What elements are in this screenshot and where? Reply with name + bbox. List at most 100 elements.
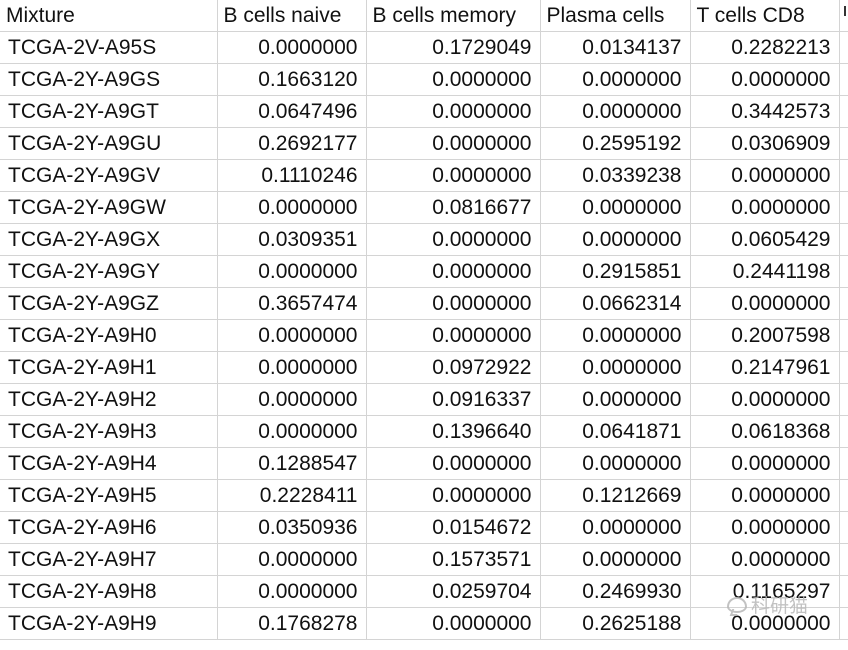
value-cell[interactable]: 0.0000000 xyxy=(366,63,541,96)
value-cell[interactable]: 0.2441198 xyxy=(690,255,840,288)
value-cell[interactable]: 0.0000000 xyxy=(690,447,840,480)
value-cell[interactable]: 0.0000000 xyxy=(540,223,691,256)
value-cell[interactable]: 0.0618368 xyxy=(690,415,840,448)
sample-id-cell[interactable]: TCGA-2Y-A9H9 xyxy=(0,607,218,640)
overflow-cell[interactable] xyxy=(839,351,848,384)
overflow-cell[interactable] xyxy=(839,63,848,96)
value-cell[interactable]: 0.0134137 xyxy=(540,31,691,64)
overflow-cell[interactable] xyxy=(839,447,848,480)
value-cell[interactable]: 0.0000000 xyxy=(366,319,541,352)
value-cell[interactable]: 0.0000000 xyxy=(690,63,840,96)
value-cell[interactable]: 0.0000000 xyxy=(690,543,840,576)
value-cell[interactable]: 0.0154672 xyxy=(366,511,541,544)
value-cell[interactable]: 0.0000000 xyxy=(366,223,541,256)
value-cell[interactable]: 0.0000000 xyxy=(366,255,541,288)
value-cell[interactable]: 0.0000000 xyxy=(540,319,691,352)
header-cell-mixture[interactable]: Mixture xyxy=(0,0,218,32)
overflow-cell[interactable] xyxy=(839,287,848,320)
sample-id-cell[interactable]: TCGA-2Y-A9GX xyxy=(0,223,218,256)
value-cell[interactable]: 0.0000000 xyxy=(217,543,367,576)
sample-id-cell[interactable]: TCGA-2Y-A9H6 xyxy=(0,511,218,544)
sample-id-cell[interactable]: TCGA-2Y-A9H5 xyxy=(0,479,218,512)
sample-id-cell[interactable]: TCGA-2Y-A9H2 xyxy=(0,383,218,416)
header-cell-overflow[interactable] xyxy=(839,0,848,32)
value-cell[interactable]: 0.2007598 xyxy=(690,319,840,352)
header-cell-plasma-cells[interactable]: Plasma cells xyxy=(540,0,691,32)
sample-id-cell[interactable]: TCGA-2Y-A9GY xyxy=(0,255,218,288)
value-cell[interactable]: 0.1396640 xyxy=(366,415,541,448)
value-cell[interactable]: 0.0000000 xyxy=(217,319,367,352)
value-cell[interactable]: 0.0000000 xyxy=(366,479,541,512)
overflow-cell[interactable] xyxy=(839,191,848,224)
value-cell[interactable]: 0.0000000 xyxy=(366,607,541,640)
value-cell[interactable]: 0.1212669 xyxy=(540,479,691,512)
value-cell[interactable]: 0.0000000 xyxy=(217,191,367,224)
value-cell[interactable]: 0.0000000 xyxy=(217,351,367,384)
overflow-cell[interactable] xyxy=(839,255,848,288)
overflow-cell[interactable] xyxy=(839,543,848,576)
value-cell[interactable]: 0.1110246 xyxy=(217,159,367,192)
value-cell[interactable]: 0.0662314 xyxy=(540,287,691,320)
header-cell-t-cells-cd8[interactable]: T cells CD8 xyxy=(690,0,840,32)
sample-id-cell[interactable]: TCGA-2Y-A9GW xyxy=(0,191,218,224)
sample-id-cell[interactable]: TCGA-2Y-A9GZ xyxy=(0,287,218,320)
value-cell[interactable]: 0.0000000 xyxy=(540,63,691,96)
value-cell[interactable]: 0.3657474 xyxy=(217,287,367,320)
value-cell[interactable]: 0.2595192 xyxy=(540,127,691,160)
value-cell[interactable]: 0.0000000 xyxy=(217,255,367,288)
value-cell[interactable]: 0.0000000 xyxy=(690,607,840,640)
value-cell[interactable]: 0.0350936 xyxy=(217,511,367,544)
sample-id-cell[interactable]: TCGA-2Y-A9H7 xyxy=(0,543,218,576)
value-cell[interactable]: 0.2469930 xyxy=(540,575,691,608)
value-cell[interactable]: 0.0000000 xyxy=(540,191,691,224)
value-cell[interactable]: 0.0309351 xyxy=(217,223,367,256)
value-cell[interactable]: 0.1165297 xyxy=(690,575,840,608)
value-cell[interactable]: 0.2625188 xyxy=(540,607,691,640)
overflow-cell[interactable] xyxy=(839,415,848,448)
value-cell[interactable]: 0.0000000 xyxy=(690,479,840,512)
value-cell[interactable]: 0.0000000 xyxy=(690,383,840,416)
value-cell[interactable]: 0.3442573 xyxy=(690,95,840,128)
value-cell[interactable]: 0.0306909 xyxy=(690,127,840,160)
value-cell[interactable]: 0.1573571 xyxy=(366,543,541,576)
value-cell[interactable]: 0.0000000 xyxy=(540,383,691,416)
value-cell[interactable]: 0.0000000 xyxy=(217,31,367,64)
value-cell[interactable]: 0.0000000 xyxy=(366,127,541,160)
sample-id-cell[interactable]: TCGA-2Y-A9H8 xyxy=(0,575,218,608)
value-cell[interactable]: 0.1663120 xyxy=(217,63,367,96)
value-cell[interactable]: 0.2915851 xyxy=(540,255,691,288)
value-cell[interactable]: 0.0916337 xyxy=(366,383,541,416)
sample-id-cell[interactable]: TCGA-2Y-A9GU xyxy=(0,127,218,160)
value-cell[interactable]: 0.0259704 xyxy=(366,575,541,608)
value-cell[interactable]: 0.2282213 xyxy=(690,31,840,64)
header-cell-b-cells-naive[interactable]: B cells naive xyxy=(217,0,367,32)
overflow-cell[interactable] xyxy=(839,223,848,256)
value-cell[interactable]: 0.2692177 xyxy=(217,127,367,160)
value-cell[interactable]: 0.0647496 xyxy=(217,95,367,128)
overflow-cell[interactable] xyxy=(839,127,848,160)
sample-id-cell[interactable]: TCGA-2Y-A9H1 xyxy=(0,351,218,384)
value-cell[interactable]: 0.2147961 xyxy=(690,351,840,384)
value-cell[interactable]: 0.0000000 xyxy=(540,543,691,576)
value-cell[interactable]: 0.0000000 xyxy=(366,95,541,128)
value-cell[interactable]: 0.0000000 xyxy=(540,351,691,384)
overflow-cell[interactable] xyxy=(839,511,848,544)
sample-id-cell[interactable]: TCGA-2Y-A9H4 xyxy=(0,447,218,480)
value-cell[interactable]: 0.1288547 xyxy=(217,447,367,480)
value-cell[interactable]: 0.2228411 xyxy=(217,479,367,512)
value-cell[interactable]: 0.0000000 xyxy=(217,415,367,448)
sample-id-cell[interactable]: TCGA-2Y-A9H3 xyxy=(0,415,218,448)
sample-id-cell[interactable]: TCGA-2Y-A9GT xyxy=(0,95,218,128)
value-cell[interactable]: 0.0000000 xyxy=(690,511,840,544)
value-cell[interactable]: 0.0000000 xyxy=(366,447,541,480)
value-cell[interactable]: 0.0641871 xyxy=(540,415,691,448)
value-cell[interactable]: 0.0000000 xyxy=(540,95,691,128)
overflow-cell[interactable] xyxy=(839,159,848,192)
value-cell[interactable]: 0.0000000 xyxy=(540,511,691,544)
overflow-cell[interactable] xyxy=(839,479,848,512)
value-cell[interactable]: 0.1768278 xyxy=(217,607,367,640)
overflow-cell[interactable] xyxy=(839,575,848,608)
value-cell[interactable]: 0.0000000 xyxy=(690,159,840,192)
value-cell[interactable]: 0.0000000 xyxy=(366,287,541,320)
sample-id-cell[interactable]: TCGA-2Y-A9H0 xyxy=(0,319,218,352)
